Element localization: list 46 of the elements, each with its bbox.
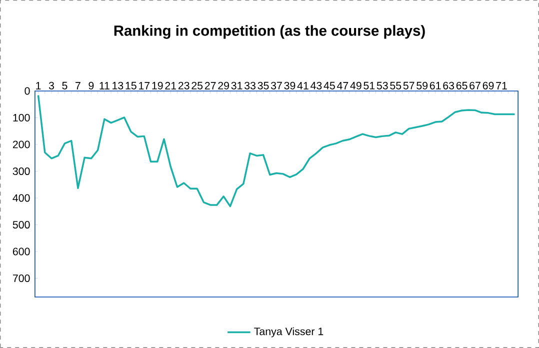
x-tick-label: 51: [364, 82, 375, 90]
y-tick-label: 400: [12, 194, 30, 202]
x-tick-label: 61: [430, 82, 441, 90]
x-tick-label: 35: [258, 82, 269, 90]
x-tick-label: 21: [165, 82, 176, 90]
x-tick-label: 5: [62, 82, 68, 90]
x-tick-label: 53: [376, 82, 388, 90]
x-tick-label: 71: [496, 82, 507, 90]
y-tick-label: 0: [24, 87, 30, 95]
x-tick-label: 3: [48, 82, 54, 90]
x-tick-label: 69: [482, 82, 494, 90]
x-tick-label: 7: [76, 82, 80, 90]
x-tick-label: 29: [218, 82, 229, 90]
x-tick-label: 15: [126, 82, 136, 90]
y-tick-label: 300: [12, 167, 30, 176]
y-tick-label: 600: [12, 248, 30, 256]
x-tick-label: 9: [88, 82, 94, 90]
y-tick-label: 100: [13, 114, 30, 122]
x-tick-label: 23: [178, 82, 190, 90]
x-tick-label: 17: [139, 82, 150, 90]
legend-label: Tanya Visser 1: [254, 327, 324, 338]
x-tick-label: 43: [310, 82, 322, 90]
y-tick-label: 500: [12, 221, 30, 229]
x-tick-label: 41: [297, 82, 308, 90]
x-tick-label: 57: [403, 82, 414, 90]
x-tick-label: 67: [470, 82, 480, 90]
x-tick-label: 11: [100, 82, 110, 90]
y-tick-label: 700: [12, 274, 30, 282]
x-tick-label: 33: [244, 82, 256, 90]
x-tick-label: 55: [390, 82, 402, 90]
x-tick-label: 13: [112, 82, 124, 90]
x-tick-label: 63: [443, 82, 454, 90]
x-tick-label: 47: [337, 82, 348, 90]
x-tick-label: 19: [152, 82, 163, 90]
x-tick-label: 27: [204, 82, 216, 90]
x-tick-label: 45: [324, 82, 335, 90]
x-tick-label: 65: [456, 82, 468, 90]
x-tick-label: 1: [36, 82, 41, 90]
y-tick-label: 200: [12, 140, 30, 148]
x-tick-label: 37: [270, 82, 282, 90]
x-tick-label: 59: [416, 82, 428, 90]
x-tick-label: 25: [192, 82, 203, 90]
x-tick-label: 31: [231, 82, 242, 90]
x-tick-label: 39: [284, 82, 296, 90]
chart-title: Ranking in competition (as the course plays): [114, 25, 425, 39]
x-tick-label: 49: [350, 82, 362, 90]
